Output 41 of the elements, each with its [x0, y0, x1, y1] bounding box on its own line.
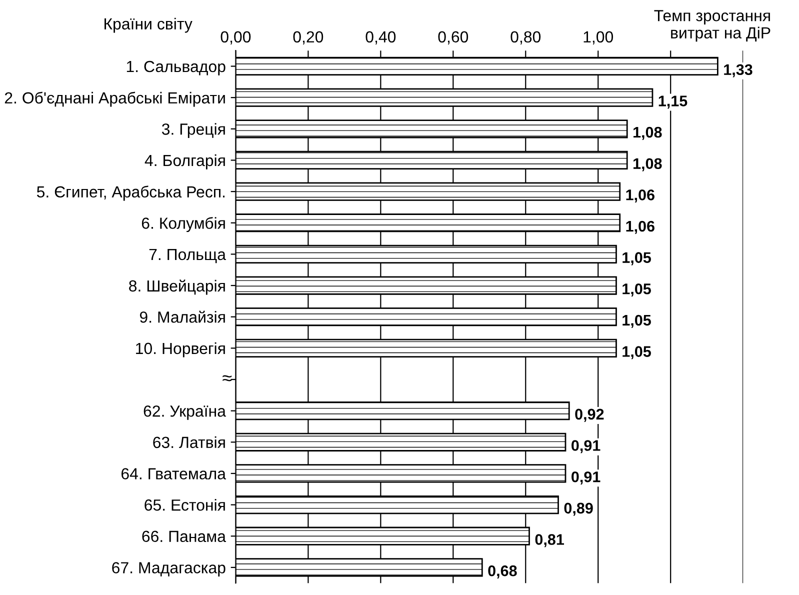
- x-tick-label: 0,40: [366, 31, 396, 44]
- y-tick-label: 62. Україна: [144, 405, 226, 420]
- data-label: 0,89: [564, 502, 593, 516]
- data-label: 0,91: [572, 440, 600, 454]
- y-tick-label: 6. Колумбія: [142, 217, 225, 232]
- text: ≈: [222, 375, 232, 382]
- data-label: 1,08: [634, 158, 662, 172]
- x-tick-label: 0,00: [220, 31, 251, 44]
- data-label: 0,81: [535, 534, 564, 548]
- y-tick-label: 7. Польща: [149, 248, 226, 264]
- data-label: 1,05: [622, 314, 651, 328]
- data-label: 0,92: [575, 408, 604, 422]
- data-label: 1,05: [622, 346, 651, 360]
- y-tick-label: 64. Гватемала: [121, 468, 226, 480]
- x-tick-label: 0,80: [510, 31, 541, 44]
- data-label: 0,91: [572, 471, 600, 484]
- data-label: 1,05: [622, 283, 651, 297]
- data-label: 1,15: [658, 96, 688, 109]
- y-tick-label: 65. Естонія: [144, 499, 225, 511]
- x-tick-label: 0,60: [438, 31, 468, 44]
- x-axis-title: Темп зростання витрат на ДіР: [654, 10, 770, 42]
- y-tick-label: 2. Об'єднані Арабські Емірати: [4, 92, 225, 107]
- y-tick-label: 10. Норвегія: [136, 342, 225, 358]
- data-label: 1,08: [634, 126, 662, 140]
- y-tick-label: 1. Сальвадор: [126, 60, 226, 76]
- y-tick-label: 5. Єгипет, Арабська Респ.: [36, 186, 225, 201]
- y-tick-label: 63. Латвія: [153, 436, 225, 448]
- y-tick-label: 66. Панама: [142, 530, 226, 542]
- y-tick-label: 8. Швейцарія: [129, 280, 225, 295]
- data-label: 1,06: [626, 220, 654, 234]
- data-label: 1,05: [622, 252, 651, 266]
- x-tick-label: 1,00: [584, 31, 614, 44]
- y-tick-label: 9. Малайзія: [140, 310, 225, 323]
- y-tick-label: 4. Болгарія: [144, 154, 225, 170]
- data-label: 0,68: [488, 565, 517, 578]
- y-axis-title: Країни світу: [104, 18, 192, 33]
- data-label: 1,33: [724, 64, 752, 78]
- x-tick-label: 0,20: [293, 31, 324, 44]
- y-tick-label: 67. Мадагаскар: [112, 562, 226, 577]
- y-tick-label: 3. Греція: [162, 123, 225, 138]
- data-label: 1,06: [626, 190, 654, 203]
